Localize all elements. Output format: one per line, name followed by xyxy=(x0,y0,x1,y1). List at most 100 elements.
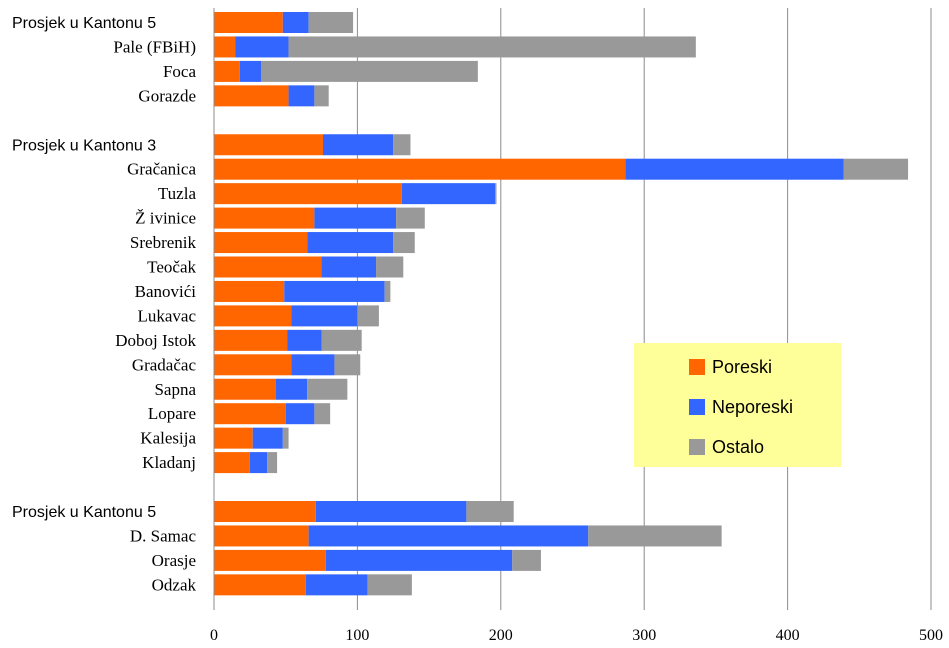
bar-neporeski-teocak xyxy=(321,256,377,278)
category-label-lukavac: Lukavac xyxy=(137,306,196,325)
bar-poreski-odzak xyxy=(214,574,306,596)
legend: Poreski Neporeski Ostalo xyxy=(634,343,841,467)
bar-poreski-tuzla xyxy=(214,183,402,205)
bar-neporeski-doboj-istok xyxy=(287,329,322,351)
bar-neporeski-lukavac xyxy=(291,305,358,327)
x-tick-label: 0 xyxy=(210,627,218,644)
category-label-gorazde: Gorazde xyxy=(138,86,196,105)
bar-neporeski-odzak xyxy=(305,574,368,596)
bar-ostalo-tuzla xyxy=(495,183,497,205)
bar-poreski-kalesija xyxy=(214,427,253,449)
bar-neporeski-gorazde xyxy=(288,85,315,107)
legend-swatch-poreski xyxy=(689,359,705,375)
bar-neporeski-d-samac xyxy=(308,525,589,547)
bar-ostalo-z-ivinice xyxy=(396,207,425,229)
bar-neporeski-banovici xyxy=(284,280,385,302)
bar-ostalo-banovici xyxy=(384,280,391,302)
x-tick-label: 200 xyxy=(489,627,513,644)
bar-ostalo-lopare xyxy=(314,403,331,425)
category-label-srebrenik: Srebrenik xyxy=(130,233,197,252)
bar-poreski-doboj-istok xyxy=(214,329,288,351)
bar-ostalo-orasje xyxy=(512,549,541,571)
bar-neporeski-prosjek-u-kantonu-5 xyxy=(315,501,467,522)
bar-ostalo-foca xyxy=(261,60,478,82)
category-label-prosjek-u-kantonu-5: Prosjek u Kantonu 5 xyxy=(12,15,156,32)
legend-label-poreski: Poreski xyxy=(712,357,772,377)
bar-neporeski-tuzla xyxy=(401,183,496,205)
legend-label-ostalo: Ostalo xyxy=(712,437,764,457)
category-label-gradacac: Gradačac xyxy=(132,355,197,374)
bar-poreski-prosjek-u-kantonu-5 xyxy=(214,12,283,33)
category-label-gracanica: Gračanica xyxy=(127,160,196,179)
bar-ostalo-gorazde xyxy=(314,85,329,107)
bar-poreski-foca xyxy=(214,60,240,82)
category-label-lopare: Lopare xyxy=(148,404,196,423)
bar-poreski-srebrenik xyxy=(214,232,308,254)
bar-ostalo-lukavac xyxy=(357,305,379,327)
category-label-odzak: Odzak xyxy=(152,575,197,594)
x-tick-label: 500 xyxy=(919,627,943,644)
bar-ostalo-gradacac xyxy=(334,354,361,376)
bar-poreski-kladanj xyxy=(214,452,250,474)
bar-ostalo-kladanj xyxy=(267,452,278,474)
bar-ostalo-odzak xyxy=(367,574,412,596)
bar-poreski-prosjek-u-kantonu-3 xyxy=(214,134,323,156)
category-label-sapna: Sapna xyxy=(154,380,196,399)
bar-poreski-teocak xyxy=(214,256,322,278)
category-label-banovici: Banovići xyxy=(135,282,197,301)
bar-poreski-prosjek-u-kantonu-5 xyxy=(214,501,316,522)
bar-poreski-pale-fbih xyxy=(214,36,236,58)
bar-neporeski-lopare xyxy=(285,403,315,425)
bar-ostalo-kalesija xyxy=(282,427,289,449)
category-label-d-samac: D. Samac xyxy=(130,526,197,545)
category-label-teocak: Teočak xyxy=(147,258,196,277)
bar-neporeski-foca xyxy=(239,60,262,82)
legend-box xyxy=(634,343,841,467)
x-tick-label: 100 xyxy=(345,627,369,644)
bar-poreski-lopare xyxy=(214,403,286,425)
category-label-tuzla: Tuzla xyxy=(158,184,197,203)
legend-label-neporeski: Neporeski xyxy=(712,397,793,417)
bar-ostalo-d-samac xyxy=(588,525,722,547)
category-label-doboj-istok: Doboj Istok xyxy=(115,331,196,350)
category-labels: Prosjek u Kantonu 5 Pale (FBiH) Foca Gorazd… xyxy=(12,15,197,594)
value-axis: 0 100 200 300 400 500 xyxy=(210,8,943,644)
category-label-z-ivinice: Ž ivinice xyxy=(135,209,196,228)
bar-neporeski-gracanica xyxy=(625,158,844,180)
category-label-kalesija: Kalesija xyxy=(140,429,196,448)
bar-ostalo-srebrenik xyxy=(393,232,415,254)
bars xyxy=(214,12,909,596)
bar-neporeski-kladanj xyxy=(249,452,268,474)
category-label-prosjek-u-kantonu-3: Prosjek u Kantonu 3 xyxy=(12,137,156,154)
legend-swatch-ostalo xyxy=(689,439,705,455)
bar-neporeski-prosjek-u-kantonu-5 xyxy=(282,12,309,33)
bar-ostalo-prosjek-u-kantonu-3 xyxy=(393,134,411,156)
bar-neporeski-gradacac xyxy=(291,354,335,376)
bar-neporeski-pale-fbih xyxy=(235,36,289,58)
bar-poreski-banovici xyxy=(214,280,285,302)
bar-poreski-gracanica xyxy=(214,158,626,180)
bar-poreski-gradacac xyxy=(214,354,292,376)
category-label-pale-fbih: Pale (FBiH) xyxy=(113,37,196,56)
category-label-kladanj: Kladanj xyxy=(142,453,196,472)
bar-ostalo-pale-fbih xyxy=(288,36,696,58)
legend-swatch-neporeski xyxy=(689,399,705,415)
bar-poreski-d-samac xyxy=(214,525,309,547)
category-label-prosjek-u-kantonu-5: Prosjek u Kantonu 5 xyxy=(12,504,156,521)
bar-ostalo-prosjek-u-kantonu-5 xyxy=(308,12,354,33)
category-label-foca: Foca xyxy=(163,62,197,81)
bar-neporeski-prosjek-u-kantonu-3 xyxy=(322,134,394,156)
bar-poreski-orasje xyxy=(214,549,326,571)
bar-poreski-sapna xyxy=(214,378,276,400)
bar-poreski-z-ivinice xyxy=(214,207,315,229)
bar-poreski-lukavac xyxy=(214,305,292,327)
bar-neporeski-orasje xyxy=(325,549,513,571)
bar-neporeski-sapna xyxy=(275,378,308,400)
bar-ostalo-sapna xyxy=(307,378,348,400)
x-tick-label: 300 xyxy=(632,627,656,644)
bar-neporeski-z-ivinice xyxy=(314,207,397,229)
x-tick-label: 400 xyxy=(776,627,800,644)
bar-ostalo-prosjek-u-kantonu-5 xyxy=(466,501,514,522)
bar-neporeski-srebrenik xyxy=(307,232,394,254)
category-label-orasje: Orasje xyxy=(152,551,196,570)
